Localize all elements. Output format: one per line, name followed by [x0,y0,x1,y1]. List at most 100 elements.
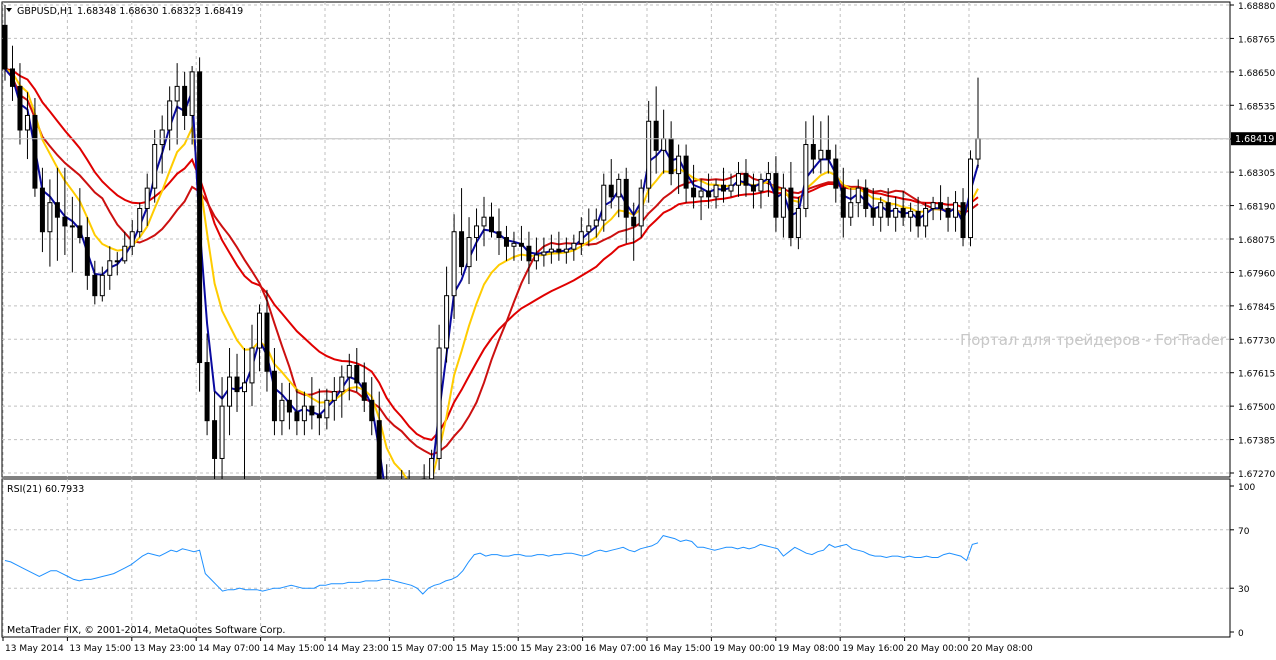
price-tick-label: 1.67500 [1238,403,1275,413]
candle [481,196,487,247]
candle-body [548,248,554,253]
candle-body [474,225,480,239]
candle-body [683,155,689,189]
time-axis: 13 May 2014 13 May 15:00 13 May 23:00 14 Ma… [2,637,1033,654]
candle [780,173,786,238]
candle-body [9,68,15,87]
candle-body [256,312,262,349]
candle-body [174,85,180,102]
chevron-down-icon[interactable] [6,8,12,12]
candle [646,100,652,203]
candle [2,5,8,81]
time-tick-label: 20 May 08:00 [971,644,1033,654]
candle [735,161,741,197]
candle-body [324,399,330,419]
candle [810,115,816,174]
candle-body [114,260,120,263]
price-tick-label: 1.68650 [1238,69,1275,79]
candle [526,231,532,285]
rsi-axis: 100 70 30 0 [1230,483,1255,639]
candle-body [638,187,644,227]
time-tick-label: 19 May 16:00 [842,644,904,654]
candle [721,167,727,203]
candle-body [608,184,614,198]
candle [870,188,876,226]
candle [369,377,375,436]
candle [631,202,637,261]
candle [474,208,480,261]
candle-body [242,382,248,393]
candle [294,388,300,436]
candle [795,196,801,250]
candle [728,173,734,197]
candle [361,362,367,412]
candle-body [339,376,345,393]
candle [706,173,712,209]
time-tick-label: 16 May 15:00 [649,644,711,654]
candle-body [691,187,697,198]
time-tick-label: 14 May 15:00 [263,644,325,654]
candle [17,63,23,145]
candle-body [698,190,704,198]
current-price-label: 1.68419 [1235,134,1274,145]
candle [99,266,105,302]
candle-body [743,173,749,186]
candle [601,173,607,232]
candle [271,348,277,436]
rsi-tick-label: 100 [1238,483,1255,493]
price-tick-label: 1.67615 [1238,370,1275,380]
candle-body [773,173,779,218]
candle [39,167,45,253]
candle [496,208,502,255]
candle-body [182,85,188,116]
candle-body [511,242,517,247]
candle [788,161,794,247]
candle-body [735,173,741,186]
candle-body [915,210,921,227]
rsi-panel-frame [1,478,1231,638]
candle-body [167,100,173,131]
candle [503,225,509,261]
candle-body [586,225,592,233]
candle-body [541,251,547,256]
candle-body [481,216,487,227]
candle-body [563,248,569,253]
candle [548,234,554,264]
candle-body [668,138,674,175]
candle [451,214,457,319]
candle-body [601,184,607,221]
candle [953,191,959,232]
candle [758,173,764,209]
candle-body [107,260,113,276]
candle-body [69,225,75,228]
candle [923,202,929,238]
candle [316,388,322,436]
candle [653,86,659,174]
watermark-text: Портал для трейдеров - ForTrader [960,331,1227,349]
candle-body [197,71,203,364]
candle [47,179,53,267]
time-tick-label: 15 May 15:00 [456,644,518,654]
time-tick-label: 13 May 23:00 [134,644,196,654]
candle [968,150,974,247]
candle-body [750,184,756,192]
candle [144,173,150,226]
candle [204,333,210,436]
candle [84,217,90,290]
price-tick-label: 1.67845 [1238,303,1275,313]
ma-yellow-line [4,68,979,490]
candle [930,196,936,221]
price-tick-label: 1.68535 [1238,102,1275,112]
candle-body [653,120,659,151]
rsi-label: RSI(21) 60.7933 [7,484,84,495]
candle [518,225,524,261]
rsi-tick-label: 0 [1238,629,1244,639]
candle-body [122,245,128,262]
candle [885,188,891,226]
price-tick-label: 1.67270 [1238,470,1275,480]
candle [459,188,465,276]
candle-body [316,414,322,419]
time-tick-label: 13 May 15:00 [69,644,131,654]
